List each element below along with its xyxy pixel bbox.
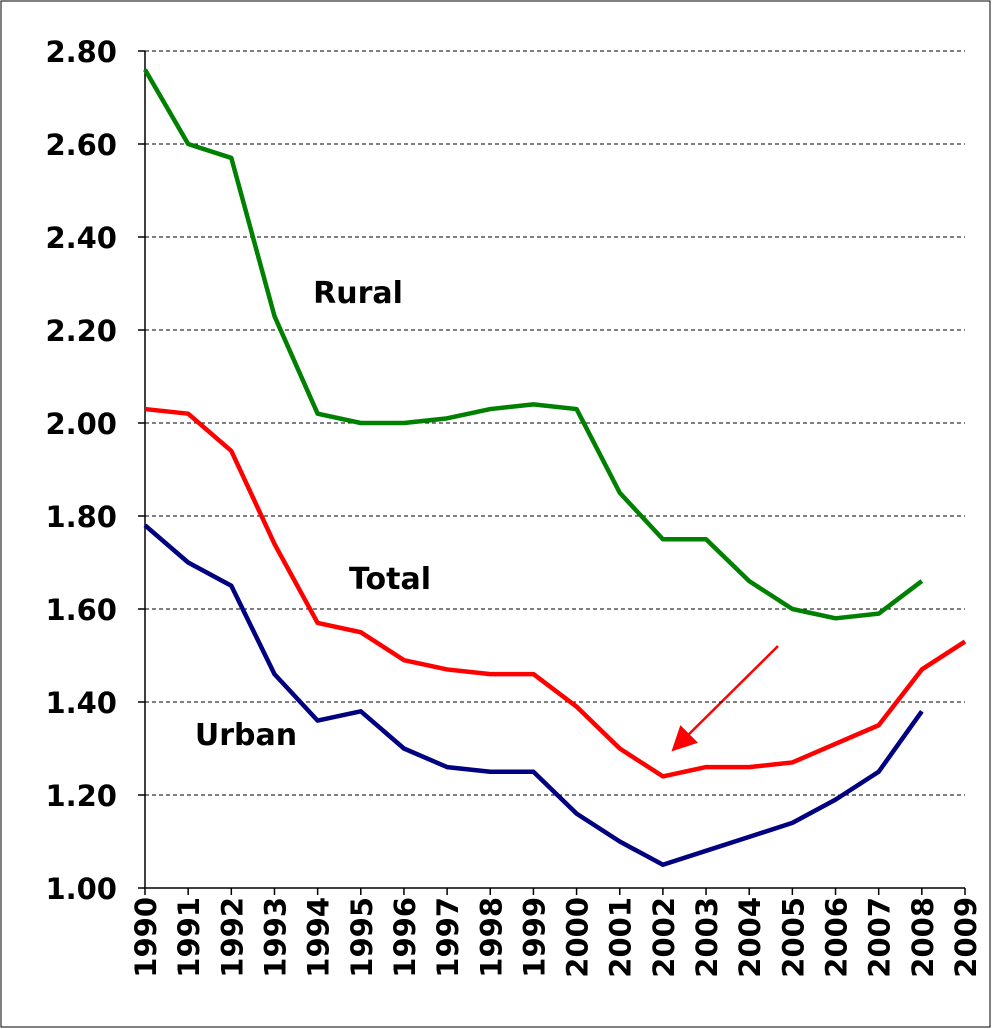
x-tick-label: 1997 bbox=[431, 897, 465, 978]
x-tick-label: 2007 bbox=[863, 897, 897, 978]
series-label: Rural bbox=[313, 276, 403, 311]
x-tick-label: 1991 bbox=[172, 897, 206, 978]
y-tick-label: 2.00 bbox=[45, 407, 117, 441]
x-tick-label: 2006 bbox=[820, 897, 854, 978]
y-tick-label: 2.40 bbox=[45, 221, 117, 255]
x-tick-label: 2008 bbox=[906, 897, 940, 978]
x-tick-label: 1998 bbox=[474, 897, 508, 978]
y-tick-label: 1.60 bbox=[45, 593, 117, 627]
x-tick-label: 1996 bbox=[388, 897, 422, 978]
y-tick-label: 2.60 bbox=[45, 128, 117, 162]
y-tick-label: 2.80 bbox=[45, 35, 117, 69]
arrow bbox=[671, 645, 779, 752]
series-line bbox=[143, 523, 924, 867]
series-line bbox=[144, 406, 967, 779]
x-tick-label: 1995 bbox=[345, 897, 379, 978]
y-tick-label: 2.20 bbox=[45, 314, 117, 348]
x-tick-label: 2003 bbox=[690, 897, 724, 978]
x-tick-label: 2004 bbox=[733, 897, 767, 978]
x-tick-label: 1999 bbox=[517, 897, 551, 978]
y-tick-label: 1.40 bbox=[45, 686, 117, 720]
x-tick-label: 2009 bbox=[949, 897, 983, 978]
x-tick-label: 1992 bbox=[215, 897, 249, 978]
y-tick-label: 1.20 bbox=[45, 779, 117, 813]
series-label: Urban bbox=[195, 718, 297, 753]
x-tick-label: 2000 bbox=[561, 897, 595, 978]
y-tick-label: 1.00 bbox=[45, 872, 117, 906]
x-tick-label: 1993 bbox=[258, 897, 292, 978]
x-tick-label: 2005 bbox=[776, 897, 810, 978]
x-tick-label: 1994 bbox=[302, 897, 336, 978]
series-line bbox=[143, 68, 924, 621]
x-tick-label: 1990 bbox=[129, 897, 163, 978]
series-label: Total bbox=[349, 562, 431, 597]
y-tick-label: 1.80 bbox=[45, 500, 117, 534]
x-tick-label: 2001 bbox=[604, 897, 638, 978]
x-tick-label: 2002 bbox=[647, 897, 681, 978]
